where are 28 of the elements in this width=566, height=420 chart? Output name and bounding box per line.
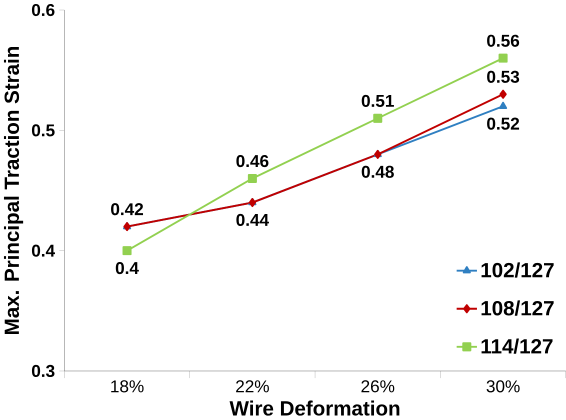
- legend-label: 114/127: [482, 338, 553, 354]
- data-label: 0.44: [236, 214, 269, 226]
- point: [498, 54, 508, 63]
- data-label: 0.52: [487, 118, 520, 130]
- legend-label: 108/127: [482, 300, 554, 316]
- y-tick-label: 0.4: [32, 244, 56, 257]
- data-label: 0.56: [487, 34, 520, 47]
- x-tick-label: 26%: [361, 380, 394, 393]
- data-label: 0.46: [236, 155, 268, 168]
- point: [122, 246, 132, 256]
- point: [499, 102, 508, 110]
- legend-label: 102/127: [482, 262, 554, 278]
- data-label: 0.51: [362, 95, 394, 108]
- y-tick-label: 0.5: [32, 124, 55, 137]
- data-label: 0.53: [487, 70, 520, 84]
- x-tick-label: 22%: [236, 380, 269, 393]
- point: [499, 90, 507, 99]
- y-tick-label: 0.6: [32, 4, 54, 16]
- data-label: 0.48: [362, 166, 394, 178]
- data-label: 0.4: [116, 262, 139, 274]
- x-tick-label: 30%: [486, 380, 520, 393]
- x-tick-label: 18%: [111, 380, 144, 393]
- point: [373, 114, 382, 124]
- data-label: 0.42: [111, 203, 144, 216]
- y-tick-label: 0.3: [32, 365, 54, 378]
- x-axis-title: Wire Deformation: [230, 400, 400, 416]
- y-axis-title: Max. Principal Traction Strain: [4, 47, 24, 334]
- point: [248, 174, 257, 184]
